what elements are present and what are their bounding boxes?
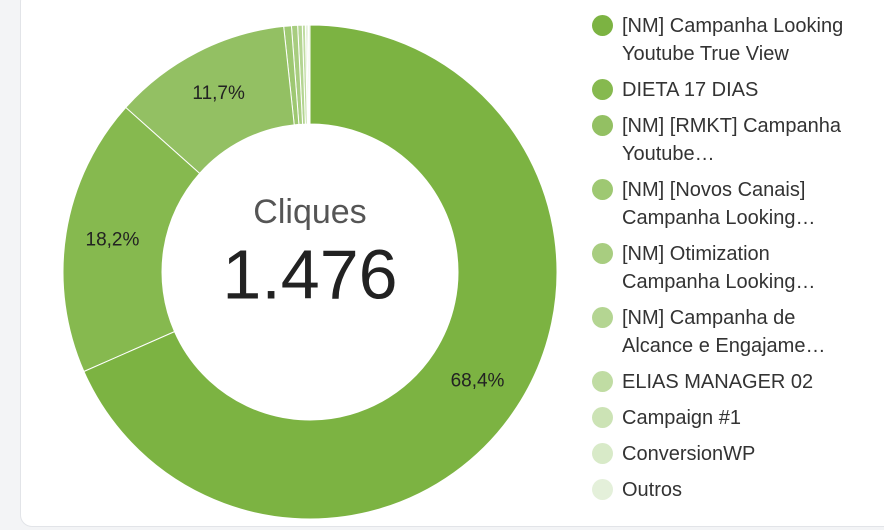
legend-label: ConversionWP xyxy=(622,443,756,465)
legend-swatch xyxy=(592,443,613,464)
legend-label: [NM] Otimization Campanha Looking… xyxy=(622,243,816,293)
value-label: 68,4% xyxy=(451,370,505,391)
legend-item[interactable]: [NM] [Novos Canais] Campanha Looking… xyxy=(592,176,872,232)
legend-swatch xyxy=(592,115,613,136)
legend-swatch xyxy=(592,307,613,328)
legend-item[interactable]: [NM] [RMKT] Campanha Youtube… xyxy=(592,112,872,168)
center-title: Cliques xyxy=(253,193,366,231)
center-value: 1.476 xyxy=(222,235,397,313)
legend-label: DIETA 17 DIAS xyxy=(622,79,759,101)
legend-item[interactable]: DIETA 17 DIAS xyxy=(592,76,872,104)
legend-swatch xyxy=(592,407,613,428)
legend-item[interactable]: ConversionWP xyxy=(592,440,872,468)
legend-item[interactable]: [NM] Campanha Looking Youtube True View xyxy=(592,12,872,68)
legend-label: [NM] [Novos Canais] Campanha Looking… xyxy=(622,179,816,229)
legend-item[interactable]: Outros xyxy=(592,476,872,504)
legend-item[interactable]: Campaign #1 xyxy=(592,404,872,432)
legend-label: [NM] Campanha de Alcance e Engajame… xyxy=(622,307,826,357)
legend-label: ELIAS MANAGER 02 xyxy=(622,371,814,393)
legend-swatch xyxy=(592,179,613,200)
legend: [NM] Campanha Looking Youtube True View D… xyxy=(592,12,872,512)
value-label: 11,7% xyxy=(192,83,245,104)
legend-label: Campaign #1 xyxy=(622,407,741,429)
slice xyxy=(125,25,295,175)
legend-label: Outros xyxy=(622,479,683,501)
legend-swatch xyxy=(592,15,613,36)
slice xyxy=(62,106,201,373)
legend-item[interactable]: [NM] Otimization Campanha Looking… xyxy=(592,240,872,296)
legend-label: [NM] [RMKT] Campanha Youtube… xyxy=(622,115,841,165)
legend-label: [NM] Campanha Looking Youtube True View xyxy=(622,15,844,65)
legend-swatch xyxy=(592,79,613,100)
slice xyxy=(83,24,558,520)
legend-item[interactable]: ELIAS MANAGER 02 xyxy=(592,368,872,396)
legend-swatch xyxy=(592,371,613,392)
legend-item[interactable]: [NM] Campanha de Alcance e Engajame… xyxy=(592,304,872,360)
legend-swatch xyxy=(592,243,613,264)
legend-swatch xyxy=(592,479,613,500)
value-label: 18,2% xyxy=(86,230,140,251)
